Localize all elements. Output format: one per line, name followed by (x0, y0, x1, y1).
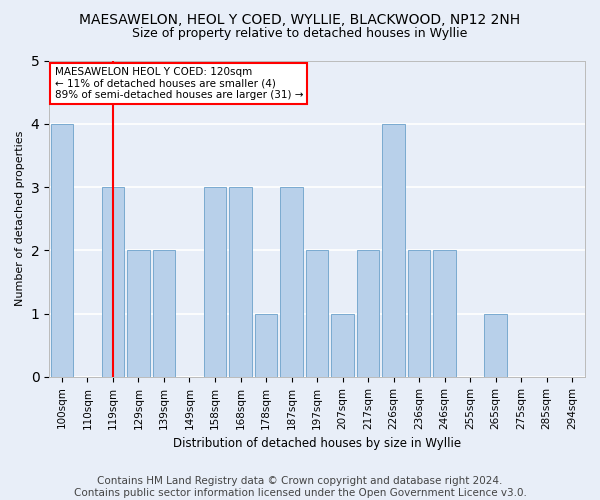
Bar (204, 187, 226, 377)
Text: Contains HM Land Registry data © Crown copyright and database right 2024.
Contai: Contains HM Land Registry data © Crown c… (74, 476, 526, 498)
Bar (50, 124, 73, 377)
Bar (255, 314, 277, 377)
Bar (382, 124, 405, 377)
Bar (484, 314, 507, 377)
Bar (357, 250, 379, 377)
Y-axis label: Number of detached properties: Number of detached properties (15, 131, 25, 306)
Bar (127, 250, 149, 377)
Bar (102, 187, 124, 377)
Text: MAESAWELON HEOL Y COED: 120sqm
← 11% of detached houses are smaller (4)
89% of s: MAESAWELON HEOL Y COED: 120sqm ← 11% of … (55, 67, 303, 100)
Bar (229, 187, 252, 377)
Bar (408, 250, 430, 377)
Bar (280, 187, 303, 377)
Text: MAESAWELON, HEOL Y COED, WYLLIE, BLACKWOOD, NP12 2NH: MAESAWELON, HEOL Y COED, WYLLIE, BLACKWO… (79, 12, 521, 26)
Bar (306, 250, 328, 377)
Bar (153, 250, 175, 377)
Text: Size of property relative to detached houses in Wyllie: Size of property relative to detached ho… (133, 28, 467, 40)
Bar (331, 314, 354, 377)
X-axis label: Distribution of detached houses by size in Wyllie: Distribution of detached houses by size … (173, 437, 461, 450)
Bar (433, 250, 456, 377)
